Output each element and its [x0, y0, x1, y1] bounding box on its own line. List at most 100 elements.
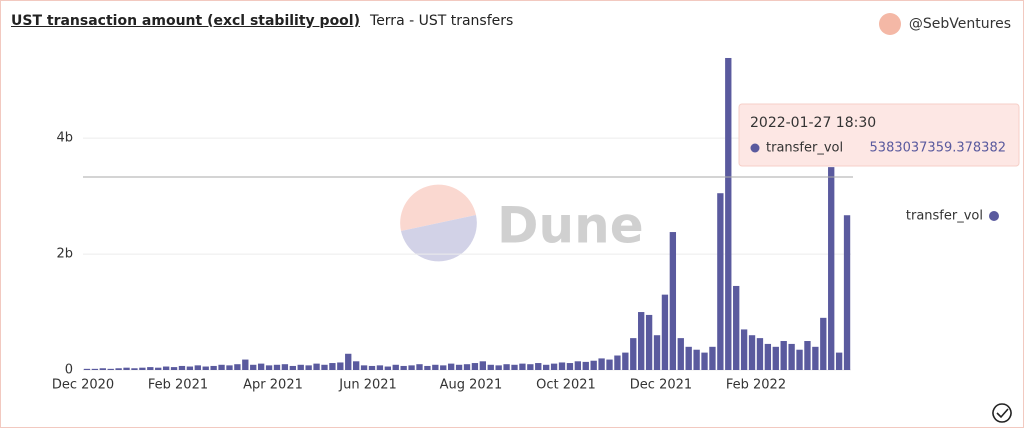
- bar: [305, 365, 312, 370]
- bar: [194, 365, 201, 370]
- bar: [289, 365, 296, 370]
- y-tick-label: 0: [65, 363, 73, 378]
- bar: [527, 364, 534, 370]
- bar: [622, 352, 629, 370]
- bar: [384, 366, 391, 370]
- bar: [432, 364, 439, 370]
- bar: [788, 343, 795, 370]
- tooltip-title: 2022-01-27 18:30: [750, 115, 876, 131]
- bar: [471, 363, 479, 370]
- header: UST transaction amount (excl stability p…: [11, 13, 513, 29]
- bar: [313, 363, 320, 370]
- bar: [479, 361, 487, 370]
- bar: [733, 285, 740, 370]
- bar: [693, 349, 700, 370]
- bar: [210, 365, 217, 370]
- bar: [701, 352, 708, 370]
- bar: [543, 364, 550, 370]
- bar: [535, 363, 542, 370]
- bar: [669, 232, 677, 370]
- bar: [709, 346, 716, 370]
- bar: [550, 363, 558, 370]
- bar: [139, 367, 146, 370]
- bar: [653, 335, 661, 370]
- bar: [756, 338, 764, 370]
- bar: [416, 364, 423, 370]
- bar: [804, 341, 811, 370]
- bar: [717, 193, 724, 370]
- bar: [590, 360, 597, 370]
- bar: [519, 363, 526, 370]
- bar: [226, 365, 233, 370]
- author[interactable]: @SebVentures: [878, 13, 1011, 35]
- x-tick-label: Dec 2020: [52, 378, 114, 393]
- query-name[interactable]: Terra - UST transfers: [370, 13, 514, 29]
- check-icon[interactable]: [992, 403, 1012, 423]
- watermark: Dune: [400, 184, 644, 262]
- bar: [598, 358, 605, 370]
- bar: [780, 341, 787, 370]
- bar: [329, 363, 336, 370]
- bar: [820, 317, 827, 370]
- bar: [257, 363, 265, 370]
- bar: [748, 335, 756, 370]
- x-tick-label: Apr 2021: [243, 378, 303, 393]
- legend-label: transfer_vol: [906, 209, 983, 224]
- bar: [812, 346, 819, 370]
- bar: [178, 365, 186, 370]
- bar: [147, 367, 154, 370]
- bar: [218, 364, 225, 370]
- bar: [835, 352, 843, 370]
- bar: [400, 365, 407, 370]
- bar: [281, 364, 289, 370]
- bar: [638, 312, 645, 370]
- bar: [455, 364, 463, 370]
- bar: [91, 368, 99, 370]
- tooltip-value: 5383037359.378382: [870, 141, 1006, 156]
- bar: [424, 365, 431, 370]
- bar: [273, 364, 281, 370]
- bar: [107, 368, 114, 370]
- bar: [630, 338, 637, 370]
- author-name: @SebVentures: [908, 16, 1011, 32]
- bar: [828, 167, 835, 370]
- bar: [155, 367, 162, 370]
- bar: [503, 364, 510, 370]
- bar: [250, 364, 257, 370]
- x-tick-label: Feb 2022: [726, 378, 786, 393]
- bar: [677, 338, 684, 370]
- tooltip: 2022-01-27 18:30 transfer_vol 5383037359.3…: [738, 103, 1020, 167]
- bar: [170, 367, 178, 370]
- bar: [495, 365, 502, 370]
- bar: [392, 364, 399, 370]
- watermark-text: Dune: [497, 197, 644, 255]
- bar: [352, 361, 360, 370]
- bar: [242, 359, 249, 370]
- bar: [661, 294, 669, 370]
- bar: [408, 365, 415, 370]
- tooltip-series: transfer_vol: [766, 141, 843, 156]
- bar: [582, 361, 589, 370]
- bar: [202, 366, 209, 370]
- bar: [360, 365, 368, 370]
- bar: [376, 365, 384, 370]
- bar: [162, 366, 170, 370]
- y-tick-label: 2b: [56, 247, 73, 262]
- bar: [368, 365, 376, 370]
- bar: [740, 329, 748, 370]
- bar: [796, 349, 803, 370]
- x-tick-label: Dec 2021: [630, 378, 692, 393]
- bar: [99, 368, 106, 370]
- bar: [772, 346, 779, 370]
- bar: [725, 57, 732, 370]
- bar: [566, 363, 574, 370]
- bar: [764, 343, 772, 370]
- bar: [606, 359, 613, 370]
- bar: [574, 361, 582, 370]
- logo-top: [400, 184, 476, 231]
- chart-title[interactable]: UST transaction amount (excl stability p…: [11, 13, 361, 29]
- bar: [131, 368, 138, 370]
- bar: [440, 365, 447, 370]
